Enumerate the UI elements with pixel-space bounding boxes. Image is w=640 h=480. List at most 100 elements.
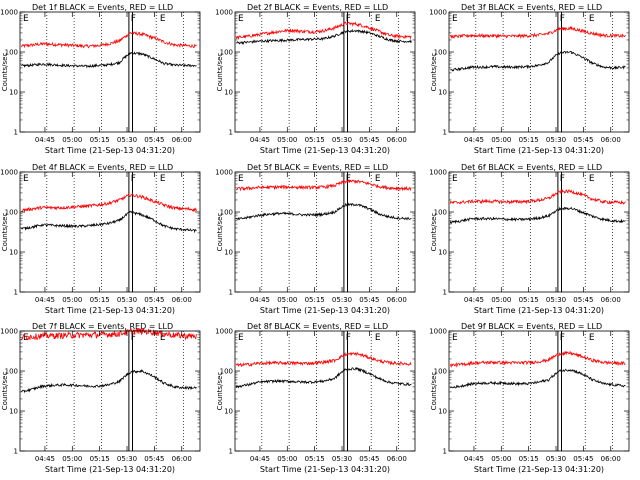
- y-tick-label: 100: [434, 368, 447, 376]
- x-tick-label: 05:45: [144, 296, 164, 304]
- flag-label: E: [23, 333, 29, 343]
- x-tick-label: 05:00: [491, 136, 511, 144]
- panel-title: Det 4f BLACK = Events, RED = LLD: [32, 163, 173, 172]
- panel-title: Det 2f BLACK = Events, RED = LLD: [247, 3, 388, 12]
- panel-title: Det 5f BLACK = Events, RED = LLD: [247, 163, 388, 172]
- flag-label: E: [375, 174, 381, 184]
- flag-label: E: [160, 14, 166, 24]
- x-tick-label: 05:15: [305, 136, 325, 144]
- series-line-events: [235, 367, 412, 389]
- panel-title: Det 8f BLACK = Events, RED = LLD: [247, 322, 388, 331]
- panel-title: Det 9f BLACK = Events, RED = LLD: [461, 322, 602, 331]
- y-tick-label: 10: [224, 89, 233, 97]
- y-tick-label: 1: [229, 448, 233, 456]
- plot-frame: [234, 171, 416, 293]
- y-tick-label: 1000: [429, 328, 447, 336]
- x-tick-label: 04:45: [250, 136, 270, 144]
- x-tick-label: 05:30: [546, 136, 566, 144]
- x-tick-label: 05:00: [62, 455, 82, 463]
- x-tick-label: 05:00: [491, 296, 511, 304]
- x-tick-label: 05:45: [144, 136, 164, 144]
- x-tick-label: 05:30: [117, 136, 137, 144]
- flag-label: E: [23, 14, 29, 24]
- y-tick-label: 1: [229, 129, 233, 137]
- series-line-lld: [235, 179, 412, 192]
- x-axis-label: Start Time (21-Sep-13 04:31:20): [474, 306, 604, 315]
- x-tick-label: 06:00: [172, 296, 192, 304]
- flag-label: E: [238, 333, 244, 343]
- x-axis-label: Start Time (21-Sep-13 04:31:20): [474, 146, 604, 155]
- x-tick-label: 05:00: [62, 136, 82, 144]
- y-tick-label: 10: [438, 89, 447, 97]
- flag-label: E: [160, 174, 166, 184]
- y-tick-label: 1000: [215, 9, 233, 17]
- y-tick-label: 1: [14, 129, 18, 137]
- series-line-lld: [20, 30, 197, 49]
- y-tick-label: 10: [438, 249, 447, 257]
- plot-frame: [19, 330, 201, 452]
- series-line-events: [20, 210, 197, 234]
- panel-title: Det 1f BLACK = Events, RED = LLD: [32, 3, 173, 12]
- y-tick-label: 100: [5, 368, 18, 376]
- flag-label: E: [589, 333, 595, 343]
- series-line-events: [236, 28, 412, 45]
- flag-label: E: [589, 14, 595, 24]
- plot-frame: [448, 330, 630, 452]
- panel-title: Det 6f BLACK = Events, RED = LLD: [461, 163, 602, 172]
- series-line-events: [449, 206, 626, 225]
- y-axis-label: Counts/sec: [430, 53, 438, 92]
- x-tick-label: 04:45: [250, 455, 270, 463]
- series-line-lld: [235, 21, 412, 41]
- x-tick-label: 05:45: [573, 136, 593, 144]
- x-tick-label: 05:15: [519, 455, 539, 463]
- flag-label: E: [375, 333, 381, 343]
- x-axis-label: Start Time (21-Sep-13 04:31:20): [45, 146, 175, 155]
- x-tick-label: 05:30: [332, 455, 352, 463]
- y-tick-label: 1000: [0, 9, 18, 17]
- x-tick-label: 05:45: [359, 455, 379, 463]
- x-tick-label: 04:45: [464, 136, 484, 144]
- y-axis-label: Counts/sec: [1, 372, 9, 411]
- flag-label: E: [452, 174, 458, 184]
- x-tick-label: 06:00: [172, 455, 192, 463]
- x-tick-label: 05:15: [519, 136, 539, 144]
- y-axis-label: Counts/sec: [1, 53, 9, 92]
- y-axis-label: Counts/sec: [216, 53, 224, 92]
- y-tick-label: 1: [443, 448, 447, 456]
- panel-title: Det 7f BLACK = Events, RED = LLD: [32, 322, 173, 331]
- panel-title: Det 3f BLACK = Events, RED = LLD: [461, 3, 602, 12]
- x-tick-label: 05:15: [90, 296, 110, 304]
- x-tick-label: 05:45: [359, 296, 379, 304]
- y-tick-label: 1000: [215, 328, 233, 336]
- x-tick-label: 05:15: [305, 455, 325, 463]
- flag-label: E: [238, 174, 244, 184]
- series-line-lld: [449, 188, 626, 205]
- y-axis-label: Counts/sec: [430, 213, 438, 252]
- x-tick-label: 06:00: [601, 455, 621, 463]
- plot-frame: [19, 171, 201, 293]
- flag-label: F: [346, 333, 351, 343]
- flag-label: E: [452, 14, 458, 24]
- x-tick-label: 06:00: [601, 136, 621, 144]
- x-tick-label: 06:00: [387, 136, 407, 144]
- x-tick-label: 05:15: [90, 455, 110, 463]
- y-axis-label: Counts/sec: [216, 372, 224, 411]
- x-axis-label: Start Time (21-Sep-13 04:31:20): [260, 306, 390, 315]
- plot-frame: [448, 11, 630, 133]
- flag-label: E: [375, 14, 381, 24]
- x-axis-label: Start Time (21-Sep-13 04:31:20): [474, 465, 604, 474]
- x-tick-label: 05:00: [277, 296, 297, 304]
- y-tick-label: 100: [220, 49, 233, 57]
- x-tick-label: 05:30: [117, 455, 137, 463]
- y-tick-label: 10: [9, 249, 18, 257]
- x-tick-label: 05:30: [332, 136, 352, 144]
- y-tick-label: 100: [220, 368, 233, 376]
- y-tick-label: 100: [434, 209, 447, 217]
- x-tick-label: 06:00: [387, 296, 407, 304]
